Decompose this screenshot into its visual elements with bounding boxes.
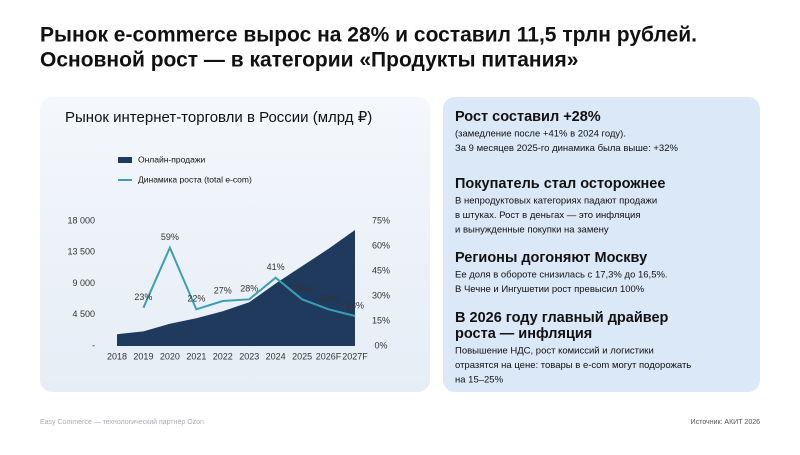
panel-text: Ее доля в обороте снизилась с 17,3% до 1…	[455, 270, 668, 281]
footer-right: Источник: АКИТ 2026	[691, 419, 760, 426]
data-label: 27%	[214, 285, 232, 295]
x-tick-label: 2020	[160, 351, 180, 361]
area	[117, 230, 355, 346]
panel-text: В непродуктовых категориях падают продаж…	[455, 196, 657, 207]
x-tick-label: 2019	[133, 351, 153, 361]
data-label: 22%	[187, 294, 205, 304]
panel-text: и вынужденные покупки на замену	[455, 225, 609, 236]
x-tick-label: 2018	[107, 351, 127, 361]
y-tick-label: -	[92, 340, 95, 350]
y2-tick-label: 75%	[372, 215, 390, 225]
panel-text: В Чечне и Ингушетии рост превысил 100%	[455, 284, 645, 295]
x-tick-label: 2025	[292, 351, 312, 361]
line	[142, 245, 356, 317]
panel-text: на 15–25%	[455, 375, 504, 386]
footer-left: Easy Commerce — технологический партнёр …	[40, 418, 204, 426]
panel-text: Повышение НДС, рост комиссий и логистики	[455, 346, 654, 357]
panel-text: За 9 месяцев 2025-го динамика была выше:…	[455, 143, 678, 154]
data-label: 28%	[240, 284, 258, 294]
y-tick-label: 9 000	[72, 278, 95, 288]
data-label: 41%	[267, 262, 285, 272]
text-card	[443, 97, 760, 392]
legend-label: Динамика роста (total e-com)	[138, 174, 252, 184]
y-tick-label: 13 500	[67, 247, 95, 257]
chart-title: Рынок интернет-торговли в России (млрд ₽…	[65, 109, 372, 126]
title-line: Рынок e-commerce вырос на 28% и составил…	[40, 24, 697, 47]
x-tick-label: 2026F	[316, 351, 342, 361]
x-tick-label: 2024	[266, 351, 286, 361]
y2-tick-label: 60%	[372, 240, 390, 250]
y-tick-label: 18 000	[67, 215, 95, 225]
y2-tick-label: 45%	[372, 265, 390, 275]
data-label: 28%	[293, 284, 311, 294]
x-tick-label: 2027F	[342, 351, 368, 361]
legend-swatch	[118, 157, 132, 163]
panel-text: в штуках. Рост в деньгах — это инфляция	[455, 210, 640, 221]
y2-tick-label: 0%	[374, 340, 387, 350]
panel-text: (замедление после +41% в 2024 году).	[455, 129, 626, 140]
data-label: 18%	[346, 300, 364, 310]
panel-heading: Покупатель стал осторожнее	[455, 176, 665, 192]
panel-heading: Регионы догоняют Москву	[455, 250, 647, 266]
data-label: 59%	[161, 232, 179, 242]
title-line: Основной рост — в категории «Продукты пи…	[40, 49, 578, 72]
panel-heading: В 2026 году главный драйвер	[455, 310, 669, 326]
x-tick-label: 2022	[213, 351, 233, 361]
panel-heading: Рост составил +28%	[455, 109, 601, 125]
x-tick-label: 2023	[239, 351, 259, 361]
y2-tick-label: 30%	[372, 290, 390, 300]
panel-heading: роста — инфляция	[455, 326, 592, 342]
y2-tick-label: 15%	[372, 315, 390, 325]
y-tick-label: 4 500	[72, 309, 95, 319]
panel-text: отразятся на цене: товары в e-com могут …	[455, 360, 691, 371]
data-label: 23%	[134, 292, 152, 302]
legend-label: Онлайн-продажи	[138, 154, 206, 164]
data-label: 22%	[320, 294, 338, 304]
x-tick-label: 2021	[186, 351, 206, 361]
